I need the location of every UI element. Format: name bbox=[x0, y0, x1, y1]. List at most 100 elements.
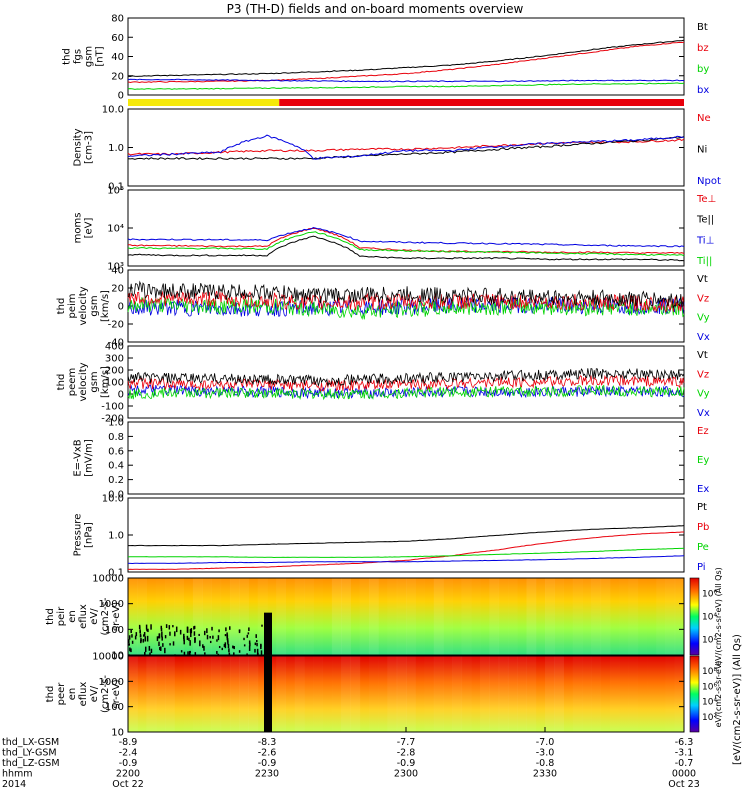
peir-noise-speck bbox=[158, 633, 161, 638]
density-frame bbox=[127, 108, 685, 187]
peir-noise-speck bbox=[224, 642, 227, 649]
fgs-legend-3: bx bbox=[697, 85, 709, 96]
peir-noise-speck bbox=[261, 624, 263, 627]
peem-legend-0: Vt bbox=[697, 350, 708, 361]
time-row-value: Oct 23 bbox=[668, 779, 700, 790]
peir-texture-band bbox=[461, 578, 472, 655]
peir-texture-band bbox=[582, 578, 592, 655]
fgs-ylabel-line: thd bbox=[62, 48, 73, 65]
peer-texture-band bbox=[146, 656, 157, 732]
peir-noise-speck bbox=[160, 646, 162, 651]
fgs-legend-1: bz bbox=[697, 43, 709, 54]
peir-noise-speck bbox=[148, 645, 151, 651]
peir-noise-speck bbox=[218, 629, 220, 633]
time-row-value: -3.0 bbox=[536, 748, 555, 759]
density-ytick-label: 0.1 bbox=[108, 182, 124, 193]
peir-noise-speck bbox=[144, 646, 147, 653]
peer-colorbar-tick: 10⁶ bbox=[702, 682, 717, 692]
peir-noise-speck bbox=[174, 631, 176, 637]
peir-noise-speck bbox=[203, 645, 205, 651]
peer-texture-band bbox=[507, 656, 518, 732]
peir-texture-band bbox=[572, 578, 583, 655]
peer-texture-band bbox=[350, 656, 361, 732]
peir-texture-band bbox=[313, 578, 323, 655]
series-thd-bx bbox=[127, 78, 684, 83]
series-pressure-Pe bbox=[127, 547, 685, 559]
peer-texture-band bbox=[332, 656, 342, 732]
peir-noise-speck bbox=[187, 651, 189, 657]
pressure-ylabel-line: Pressure bbox=[73, 514, 84, 557]
pressure-ytick-label: 1.0 bbox=[108, 531, 124, 542]
peir-texture-band bbox=[564, 578, 574, 655]
peir-noise-speck bbox=[130, 648, 132, 653]
time-row-label: hhmm bbox=[2, 769, 33, 780]
peir-texture-band bbox=[174, 578, 185, 655]
peem-ylabel-line: peem bbox=[67, 368, 78, 396]
peir-noise-speck bbox=[189, 640, 191, 646]
density-ytick-label: 10.0 bbox=[102, 105, 124, 116]
efield-ytick-label: 0.6 bbox=[108, 446, 124, 457]
peer-texture-band bbox=[656, 656, 666, 732]
time-row-value: -8.9 bbox=[119, 737, 138, 748]
peir-noise-speck bbox=[146, 629, 148, 632]
peir-noise-speck bbox=[128, 635, 131, 640]
density-ylabel-line: Density bbox=[73, 128, 84, 166]
peir-noise-speck bbox=[232, 645, 234, 649]
peer-texture-band bbox=[220, 656, 231, 732]
peir-noise-speck bbox=[206, 634, 209, 640]
peir-noise-speck bbox=[146, 635, 149, 642]
efield-legend-0: Ez bbox=[697, 426, 709, 437]
peer-texture-band bbox=[341, 656, 351, 732]
peir-texture-band bbox=[591, 578, 602, 655]
peir-texture-band bbox=[350, 578, 360, 655]
peir-noise-speck bbox=[256, 640, 258, 643]
peer-texture-band bbox=[239, 656, 249, 732]
peer-spectrogram bbox=[128, 656, 684, 732]
peem-ytick-label: -200 bbox=[101, 414, 124, 425]
peir-texture-band bbox=[610, 578, 620, 655]
peir-noise-speck bbox=[218, 645, 221, 649]
peer-colorbar-label: eV/(cm2-s-sr-eV) bbox=[714, 661, 723, 728]
peir-noise-speck bbox=[203, 630, 206, 636]
peir-noise-speck bbox=[160, 627, 163, 632]
peir-noise-speck bbox=[243, 644, 246, 647]
peir-texture-band bbox=[396, 578, 407, 655]
time-row-value: -0.9 bbox=[258, 758, 277, 769]
peir-noise-speck bbox=[233, 645, 235, 650]
peir-noise-speck bbox=[256, 642, 258, 647]
series-moms-Ti⊥ bbox=[127, 226, 685, 248]
peir-noise-speck bbox=[161, 631, 163, 638]
pressure-legend-0: Pt bbox=[697, 502, 707, 513]
peir-texture-band bbox=[499, 578, 509, 655]
panel-peim: 40 20 0 -20 -40 thd peim velocity gsm [km/s] Vt Vz V… bbox=[56, 266, 710, 349]
peir-texture-band bbox=[665, 578, 676, 655]
series-moms-Te⊥ bbox=[127, 228, 685, 255]
peir-noise-speck bbox=[226, 634, 229, 641]
peir-texture-band bbox=[471, 578, 481, 655]
peir-noise-speck bbox=[189, 629, 192, 633]
time-row-value: -3.1 bbox=[675, 748, 694, 759]
fgs-ylabel-line: [nT] bbox=[95, 46, 106, 66]
peer-colorbar bbox=[689, 655, 700, 733]
pressure-legend-3: Pi bbox=[697, 562, 706, 573]
peir-noise-speck bbox=[193, 626, 195, 630]
peir-noise-speck bbox=[160, 625, 163, 630]
density-ytick-label: 1.0 bbox=[108, 143, 124, 154]
panel-pressure: 10.0 1.0 0.1 Pressure [nPa] Pt Pb Pe Pi bbox=[73, 494, 710, 579]
time-row-value: Oct 22 bbox=[112, 779, 144, 790]
peir-texture-band bbox=[508, 578, 518, 655]
peir-noise-speck bbox=[144, 636, 147, 642]
peer-colorbar-tick: 10⁴ bbox=[702, 698, 717, 708]
peer-ylabel-line: peer bbox=[56, 682, 67, 706]
peer-texture-band bbox=[313, 656, 323, 732]
fgs-ylabel-line: fgs bbox=[73, 49, 84, 64]
peim-ylabel-line: thd bbox=[56, 298, 67, 315]
peir-texture-band bbox=[415, 578, 425, 655]
efield-ytick-label: 1.0 bbox=[108, 418, 124, 429]
series-thd-Vt bbox=[127, 367, 685, 388]
peem-ytick-label: 100 bbox=[105, 378, 124, 389]
peer-texture-band bbox=[489, 656, 500, 732]
peer-texture-band bbox=[573, 656, 583, 732]
